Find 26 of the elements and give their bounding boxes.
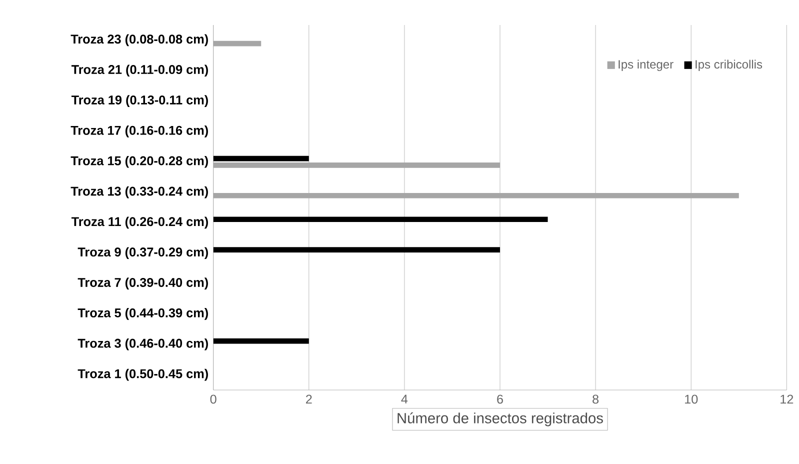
bar [213, 338, 309, 344]
x-axis-title: Número de insectos registrados [398, 412, 603, 426]
x-tick-label: 8 [592, 394, 599, 404]
y-tick-label: Troza 9 (0.37-0.29 cm) [78, 247, 208, 260]
x-tick-label: 4 [401, 394, 408, 404]
y-tick-label: Troza 7 (0.39-0.40 cm) [78, 278, 208, 290]
y-tick-label: Troza 11 (0.26-0.24 cm) [71, 216, 208, 229]
y-tick-label: Troza 21 (0.11-0.09 cm) [71, 64, 208, 77]
x-tick-label: 2 [306, 394, 312, 404]
x-tick-label: 0 [210, 394, 216, 404]
x-tick-label: 10 [685, 394, 698, 404]
y-tick-label: Troza 13 (0.33-0.24 cm) [70, 186, 208, 198]
y-tick-label: Troza 5 (0.44-0.39 cm) [78, 308, 208, 320]
y-tick-label: Troza 19 (0.13-0.11 cm) [71, 95, 208, 107]
legend-label: Ips integer [618, 60, 674, 71]
y-tick-label: Troza 3 (0.46-0.40 cm) [78, 338, 208, 350]
y-tick-label: Troza 23 (0.08-0.08 cm) [70, 34, 208, 46]
y-tick-label: Troza 15 (0.20-0.28 cm) [70, 156, 208, 168]
bar [213, 156, 309, 162]
legend-label: Ips cribicollis [696, 60, 762, 71]
x-tick-label: 6 [497, 394, 503, 404]
bar [213, 216, 548, 222]
y-tick-label: Troza 1 (0.50-0.45 cm) [78, 368, 208, 381]
x-tick-label: 12 [780, 394, 794, 404]
bar [213, 247, 500, 252]
y-tick-label: Troza 17 (0.16-0.16 cm) [70, 126, 208, 138]
